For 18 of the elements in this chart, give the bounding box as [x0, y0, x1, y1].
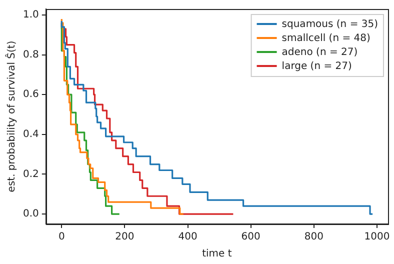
y-tick-label: 0.6 [22, 89, 39, 100]
legend-label: adeno (n = 27) [282, 47, 358, 58]
y-axis-title: est. probability of survival Ŝ(t) [4, 40, 18, 192]
x-axis-title: time t [202, 248, 232, 260]
legend-label: squamous (n = 35) [282, 19, 378, 30]
y-tick-label: 0.2 [22, 168, 39, 180]
legend-label: large (n = 27) [282, 61, 352, 72]
x-tick-label: 400 [178, 232, 198, 243]
x-tick-label: 800 [304, 232, 324, 243]
x-tick-label: 600 [241, 232, 260, 243]
x-tick-label: 1000 [364, 232, 390, 243]
y-tick-label: 1.0 [22, 10, 39, 21]
y-tick-label: 0.0 [22, 208, 39, 220]
y-tick-label: 0.8 [22, 49, 39, 60]
legend-label: smallcell (n = 48) [282, 33, 371, 44]
x-tick-label: 200 [115, 232, 134, 243]
y-tick-label: 0.4 [22, 129, 39, 140]
x-tick-label: 0 [58, 232, 65, 243]
